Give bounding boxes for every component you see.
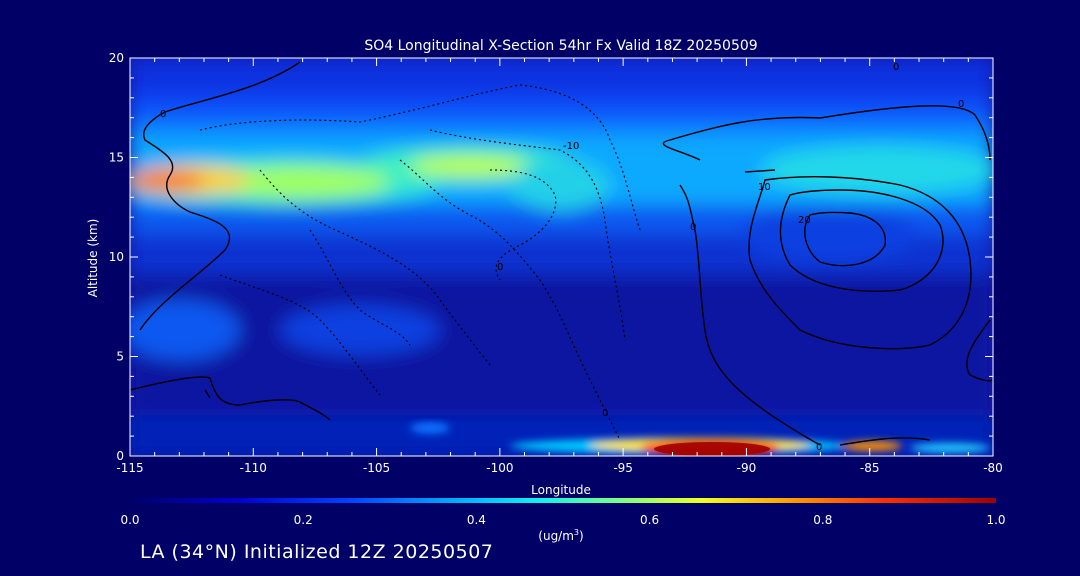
y-tick-label: 15 — [109, 151, 124, 165]
contour-label: -10 — [563, 141, 579, 152]
units-close: ) — [579, 529, 584, 543]
y-axis-label: Altitude (km) — [86, 219, 100, 298]
x-tick-label: -105 — [363, 461, 390, 475]
x-tick-label: -85 — [860, 461, 880, 475]
y-tick-label: 5 — [116, 350, 124, 364]
contour-label: 0 — [958, 99, 964, 110]
units-superscript: 3 — [574, 528, 579, 537]
colorbar-tick-label: 0.4 — [467, 513, 486, 527]
colorbar-tick-label: 0.0 — [120, 513, 139, 527]
contour-label: 20 — [798, 215, 811, 226]
contour-label: 0 — [816, 442, 822, 453]
y-tick-label: 10 — [109, 250, 124, 264]
colorbar-tick-label: 0.6 — [640, 513, 659, 527]
contour-labels: 0 -10 0 10 20 0 0 0 0 0 — [160, 62, 964, 453]
contour-label: 0 — [893, 62, 899, 73]
contour-lines — [130, 61, 993, 446]
colorbar-tick-label: 1.0 — [986, 513, 1005, 527]
contour-label: 10 — [758, 182, 771, 193]
x-axis: -115 -110 -105 -100 -95 -90 -85 -80 — [116, 58, 1003, 475]
y-tick-label: 20 — [109, 51, 124, 65]
colorbar-units: (ug/m3) — [538, 528, 583, 543]
x-tick-label: -110 — [240, 461, 267, 475]
x-tick-label: -95 — [613, 461, 633, 475]
chart-title: SO4 Longitudinal X-Section 54hr Fx Valid… — [364, 38, 757, 54]
units-label: (ug/m — [538, 529, 574, 543]
x-axis-label: Longitude — [531, 483, 591, 497]
heatmap-field — [130, 58, 993, 456]
x-tick-label: -100 — [486, 461, 513, 475]
contour-label: 0 — [160, 109, 166, 120]
colorbar-tick-label: 0.8 — [813, 513, 832, 527]
x-tick-label: -80 — [983, 461, 1003, 475]
y-tick-label: 0 — [116, 449, 124, 463]
x-tick-label: -90 — [737, 461, 757, 475]
contour-label: 0 — [497, 262, 503, 273]
colorbar: 0.0 0.2 0.4 0.6 0.8 1.0 (ug/m3) — [120, 498, 1006, 543]
contour-label: 0 — [602, 408, 608, 419]
x-tick-label: -115 — [116, 461, 143, 475]
contour-label: 0 — [690, 222, 696, 233]
caption: LA (34°N) Initialized 12Z 20250507 — [140, 541, 494, 563]
colorbar-ticks: 0.0 0.2 0.4 0.6 0.8 1.0 — [120, 513, 1005, 527]
y-axis: 0 5 10 15 20 — [109, 51, 993, 463]
contour-lines-dotted — [199, 84, 641, 441]
colorbar-tick-label: 0.2 — [294, 513, 313, 527]
colorbar-gradient — [130, 498, 996, 503]
